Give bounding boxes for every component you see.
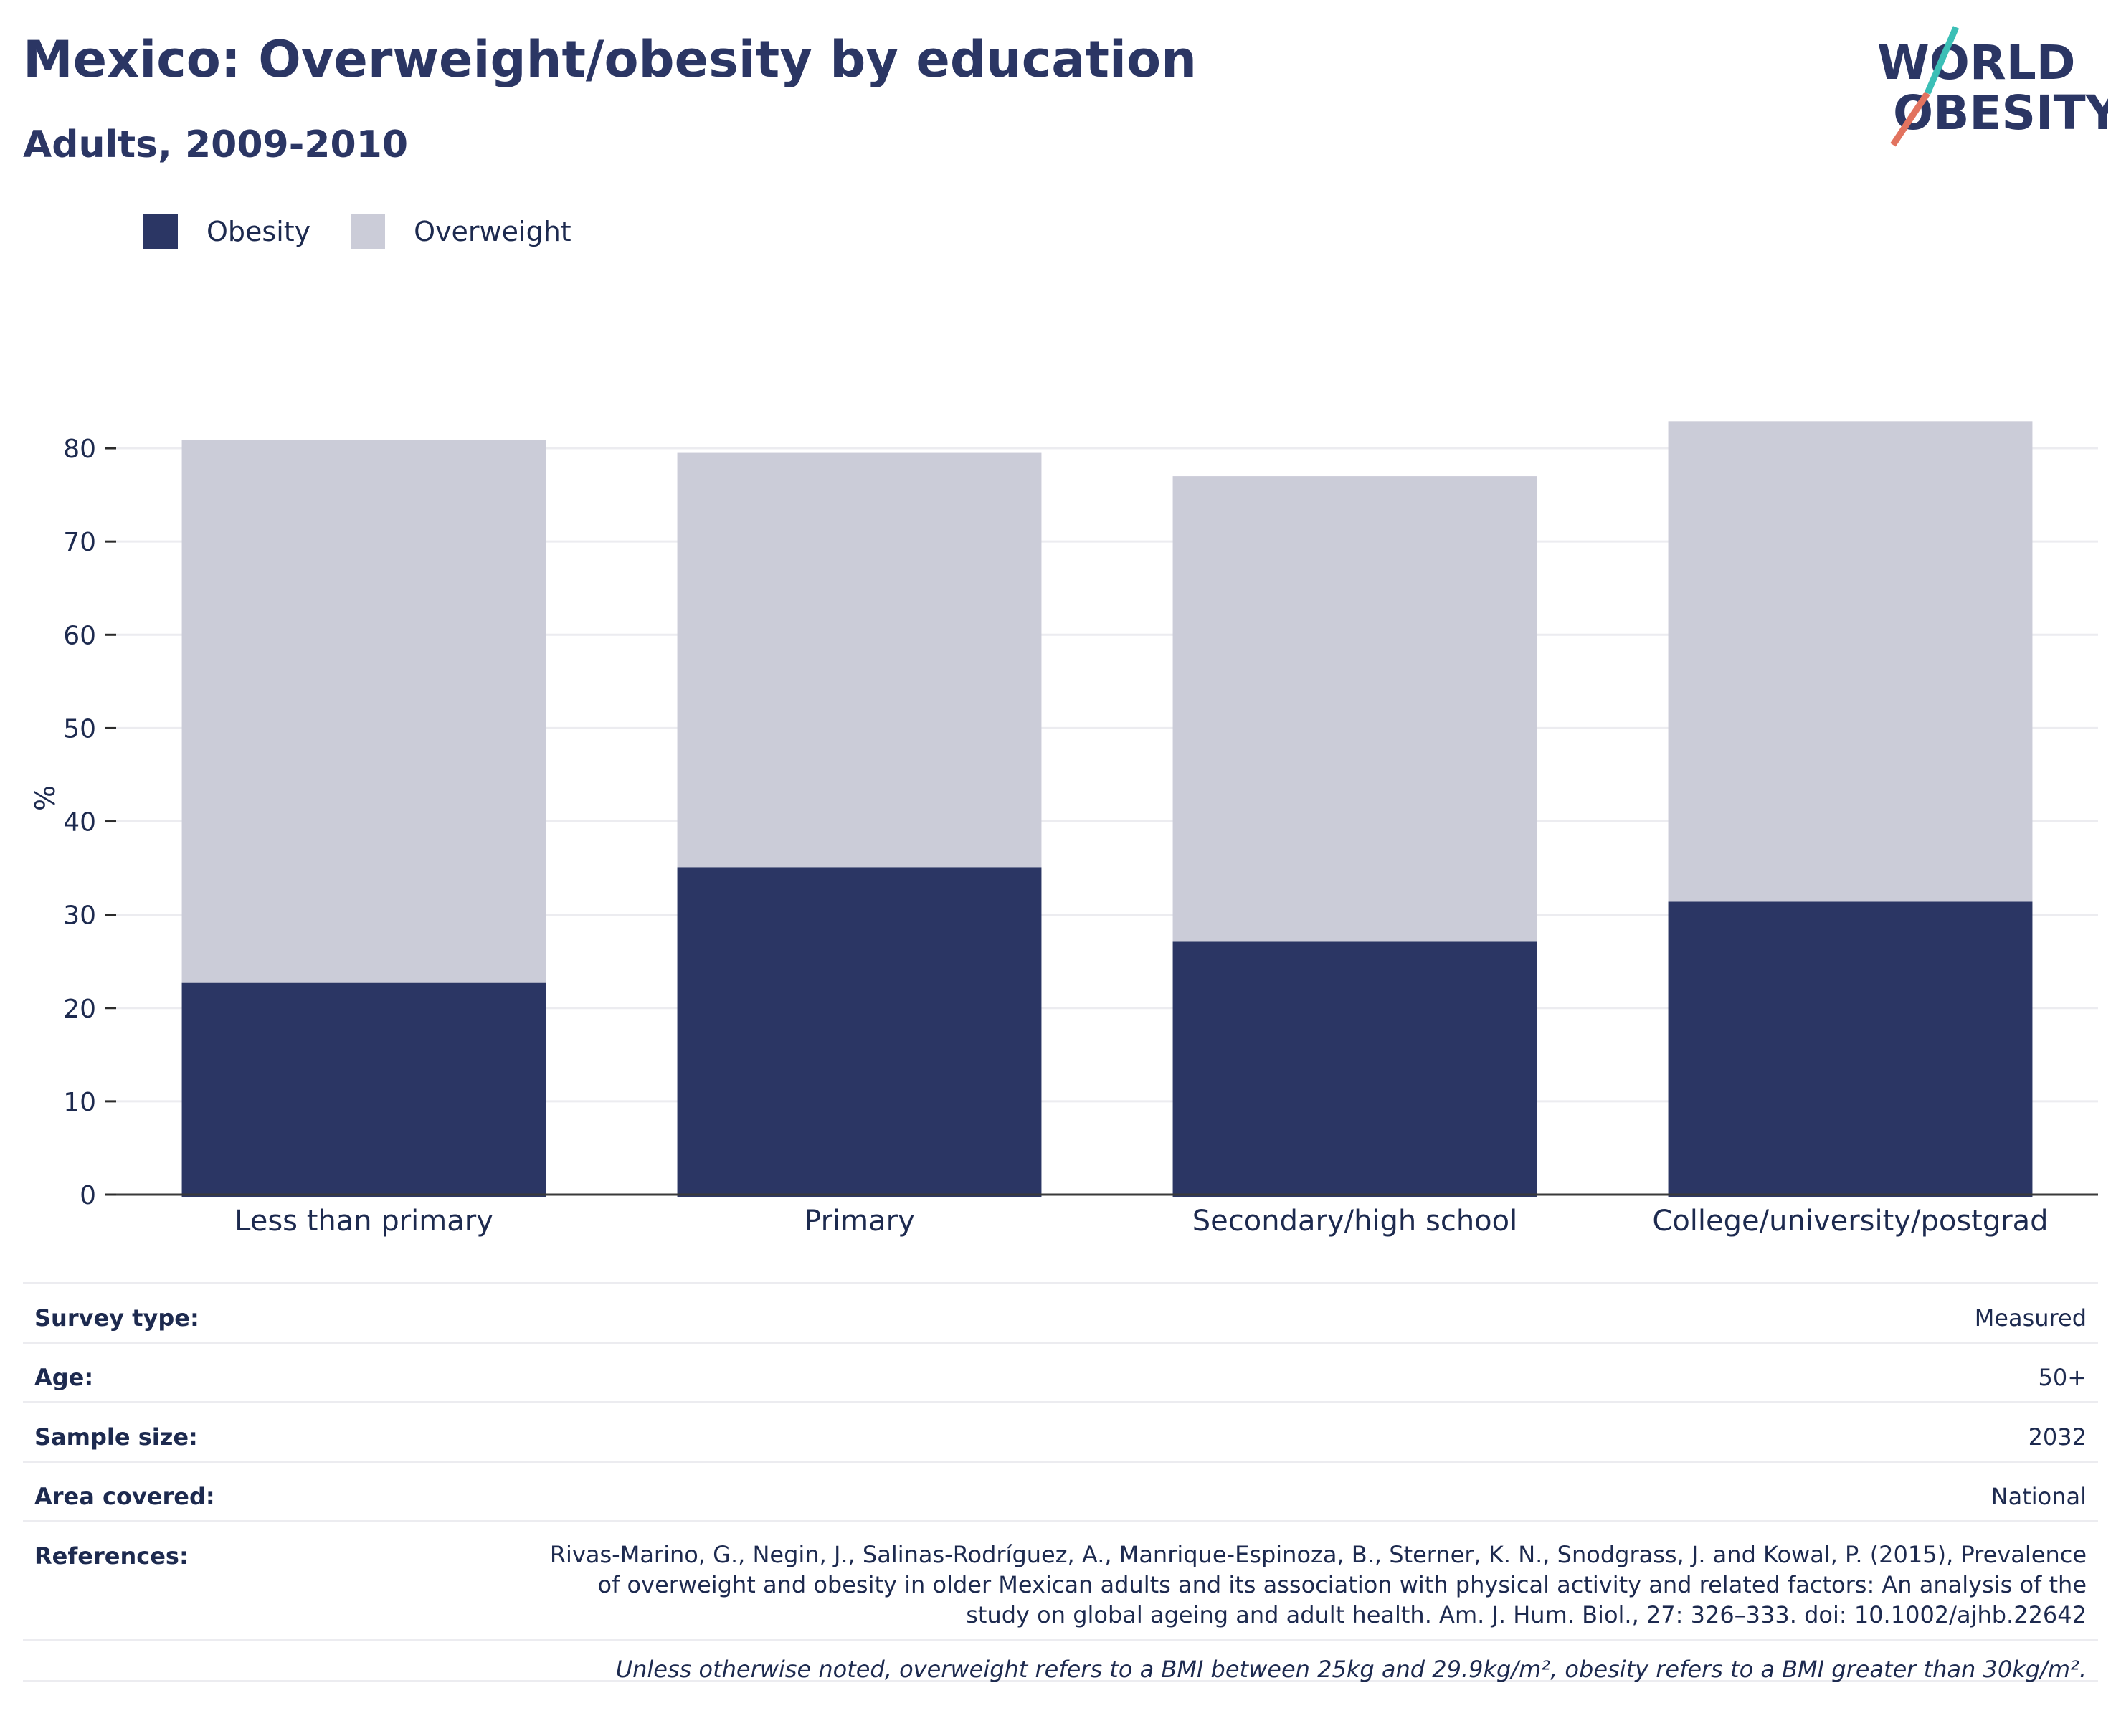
page-subtitle: Adults, 2009-2010 [23,123,409,166]
y-tick-label: 10 [63,1088,96,1117]
bar-obesity [1668,901,2033,1197]
y-tick-label: 80 [63,435,96,464]
bar-overweight [1172,476,1537,942]
legend-item-obesity[interactable]: Obesity [143,214,310,249]
y-tick-label: 40 [63,808,96,838]
meta-key: Sample size: [34,1423,198,1451]
world-obesity-logo: WORLD OBESITY [1877,26,2108,147]
legend-label-overweight: Overweight [414,216,571,247]
bar-overweight [1668,421,2033,902]
y-axis-label: % [29,785,61,811]
x-tick-label: College/university/postgrad [1652,1205,2048,1238]
meta-row-area-covered: Area covered: National [23,1461,2098,1520]
meta-value: 50+ [2038,1364,2087,1391]
meta-key: Area covered: [34,1483,215,1510]
meta-value: Measured [1974,1304,2087,1332]
legend-label-obesity: Obesity [207,216,311,247]
bar-overweight [181,440,546,983]
legend-swatch-obesity [143,214,178,249]
legend-item-overweight[interactable]: Overweight [351,214,571,249]
y-tick-label: 0 [80,1181,96,1210]
meta-value: Rivas-Marino, G., Negin, J., Salinas-Rod… [549,1541,2087,1628]
x-tick-label: Secondary/high school [1192,1205,1517,1238]
bar-obesity [677,867,1042,1197]
meta-row-sample-size: Sample size: 2032 [23,1401,2098,1461]
logo-text-world: WORLD [1877,35,2076,90]
y-tick-label: 50 [63,714,96,744]
chart-legend: Obesity Overweight [143,212,612,252]
meta-row-references: References: Rivas-Marino, G., Negin, J.,… [23,1520,2098,1639]
survey-details-table: Survey type: Measured Age: 50+ Sample si… [23,1282,2098,1683]
bar-obesity [181,982,546,1197]
meta-value: 2032 [2028,1423,2087,1451]
meta-value: National [1990,1483,2087,1510]
legend-swatch-overweight [351,214,386,249]
logo-coral-stroke [1890,91,1930,147]
meta-key: Survey type: [34,1304,199,1332]
x-tick-label: Primary [804,1205,915,1238]
bar-overweight [677,452,1042,868]
bmi-definition-note: Unless otherwise noted, overweight refer… [615,1656,2087,1683]
y-tick-label: 60 [63,621,96,650]
meta-row-survey-type: Survey type: Measured [23,1282,2098,1342]
meta-key: References: [34,1542,189,1570]
y-tick-label: 70 [63,528,96,557]
definition-note: Unless otherwise noted, overweight refer… [23,1639,2098,1683]
y-tick-label: 20 [63,995,96,1024]
meta-key: Age: [34,1364,94,1391]
logo-teal-stroke [1924,26,1960,95]
y-tick-label: 30 [63,901,96,931]
x-tick-label: Less than primary [234,1205,493,1238]
meta-row-age: Age: 50+ [23,1342,2098,1401]
page-title: Mexico: Overweight/obesity by education [23,30,1197,89]
bar-obesity [1172,941,1537,1197]
stacked-bar-chart: 0 10 20 30 40 50 60 70 80% Less than primary Prima… [29,421,2098,1238]
